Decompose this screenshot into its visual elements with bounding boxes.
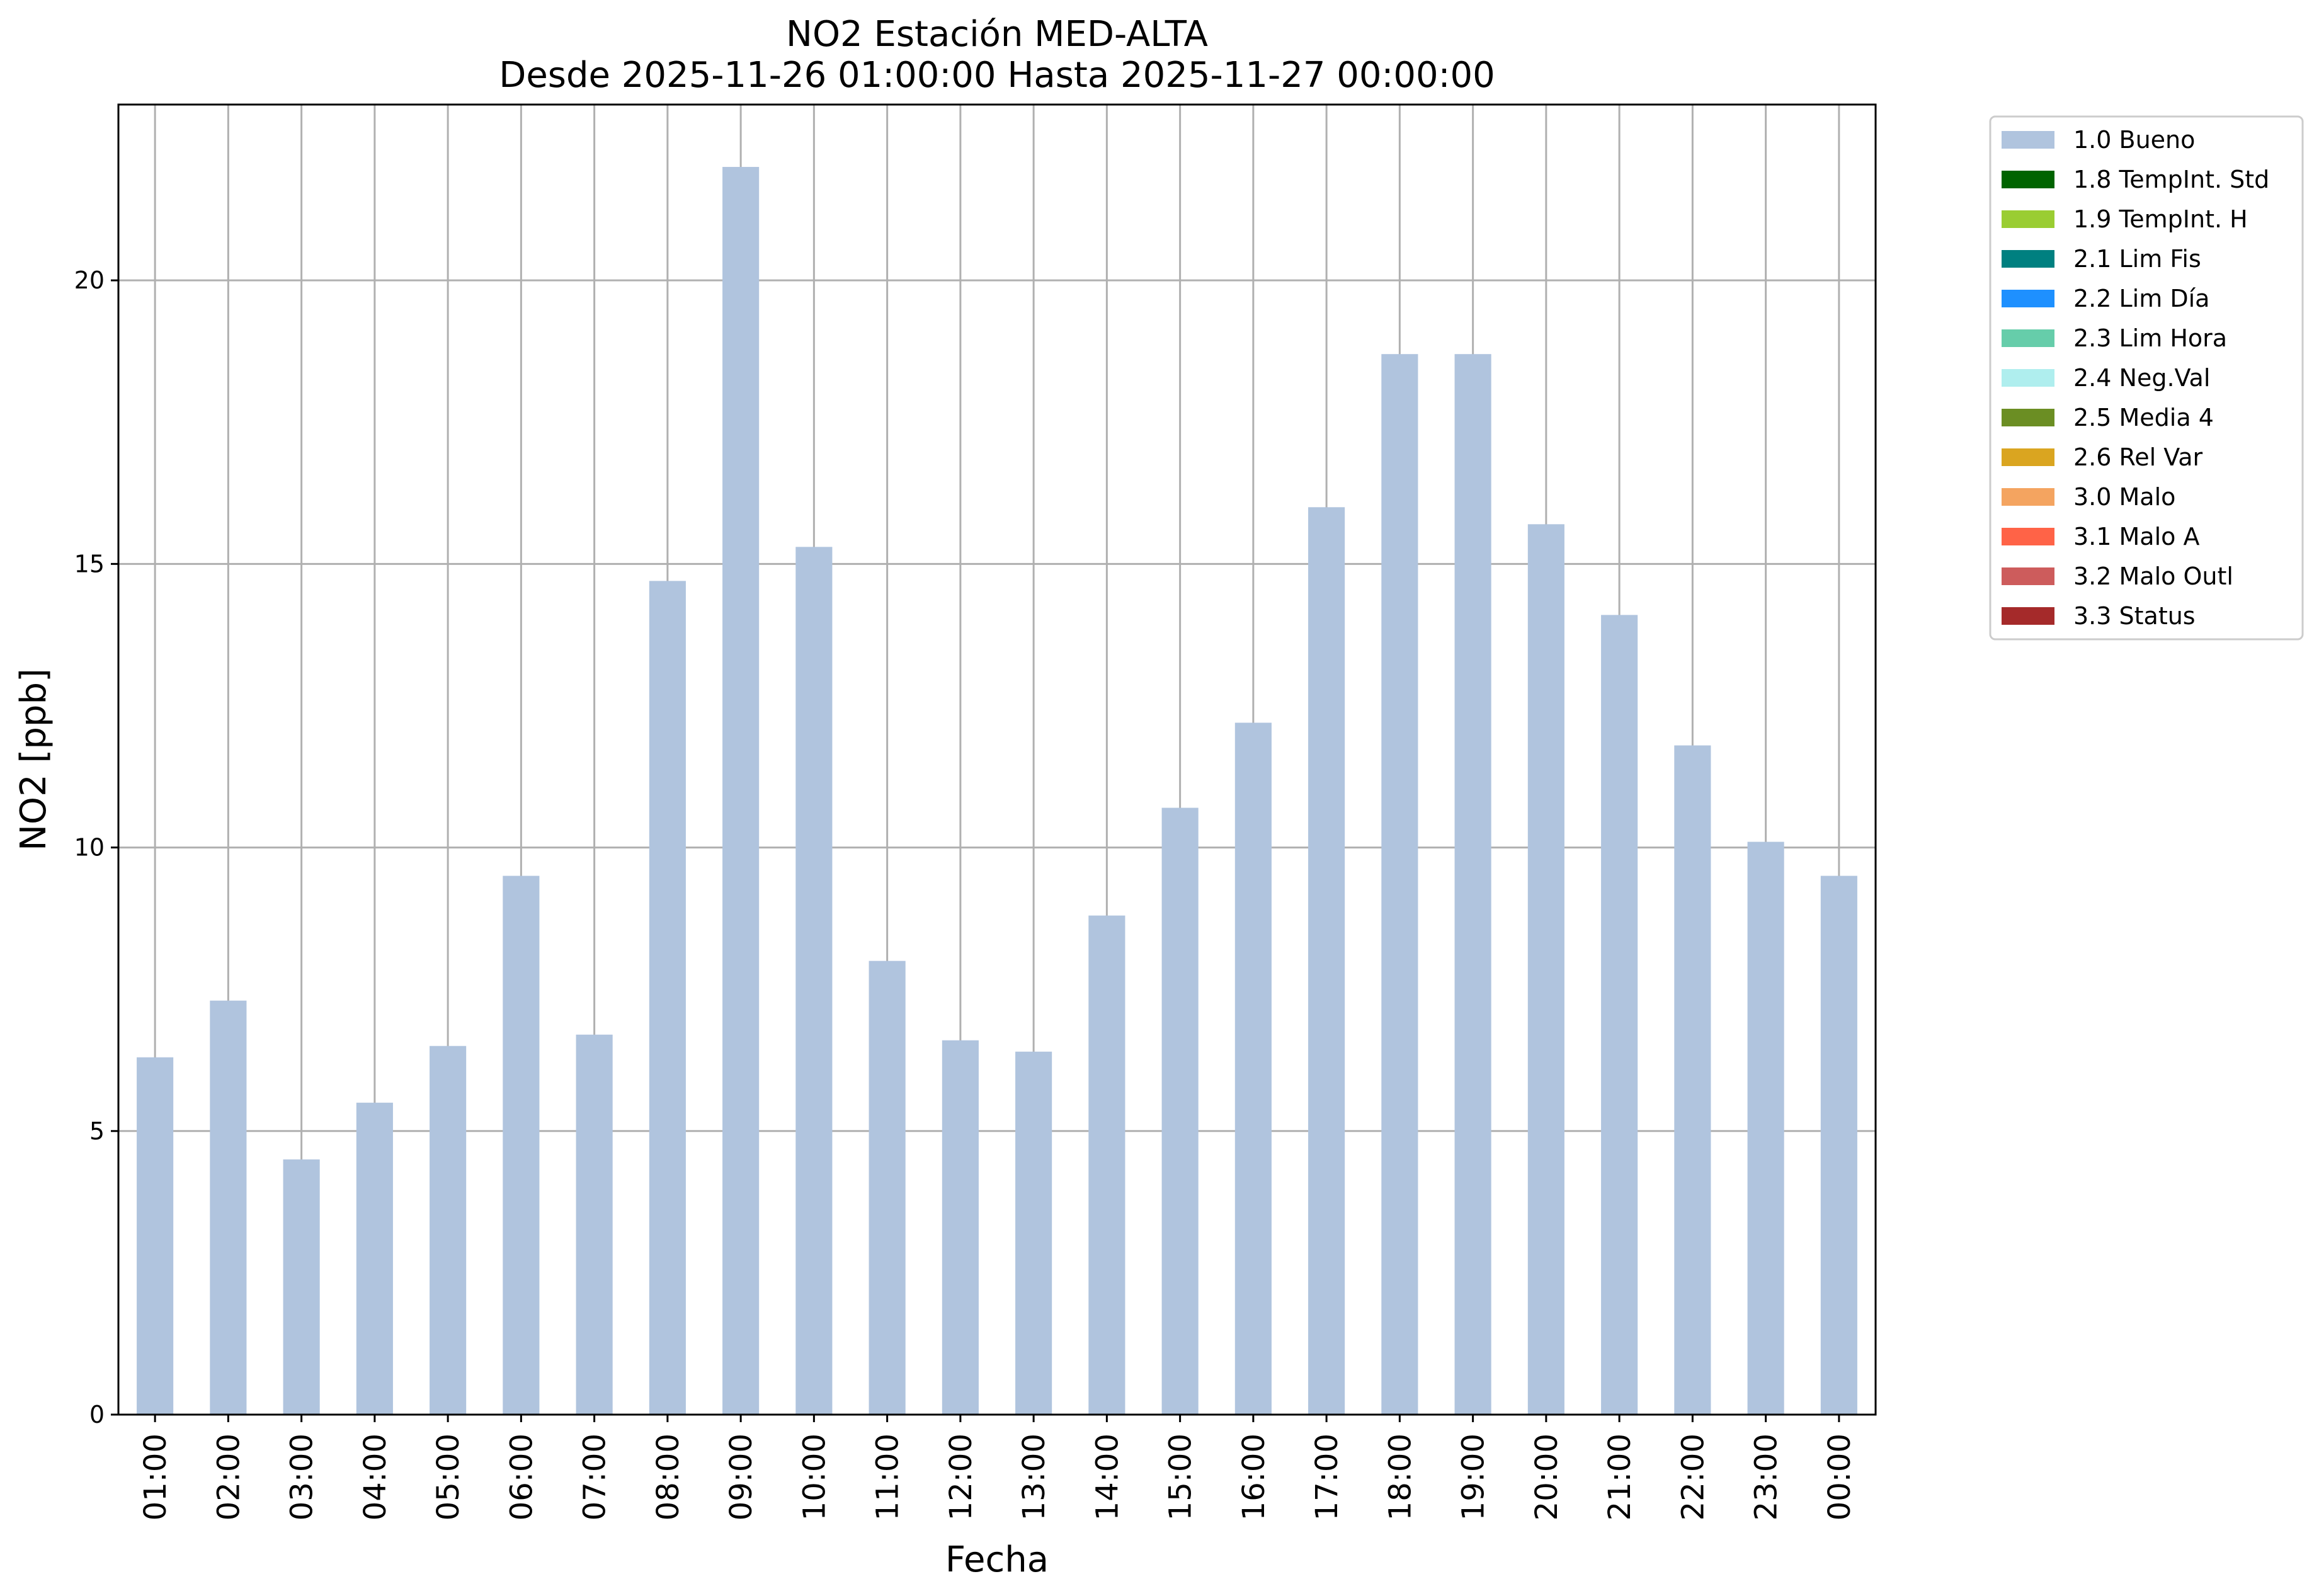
bar-1900 [1454, 354, 1491, 1415]
x-tick-label: 10:00 [797, 1434, 832, 1520]
x-tick-label: 20:00 [1529, 1434, 1564, 1520]
x-tick-label: 21:00 [1602, 1434, 1638, 1520]
legend-label: 1.9 TempInt. H [2073, 205, 2248, 233]
x-tick-label: 22:00 [1675, 1434, 1711, 1520]
legend-label: 3.0 Malo [2073, 483, 2175, 511]
bar-0900 [722, 167, 760, 1415]
bar-1700 [1308, 507, 1345, 1415]
x-tick-label: 15:00 [1163, 1434, 1199, 1520]
legend-swatch [2002, 171, 2054, 188]
bar-1000 [795, 547, 833, 1415]
x-tick-label: 11:00 [870, 1434, 906, 1520]
x-tick-label: 02:00 [211, 1434, 246, 1520]
legend-frame [1989, 115, 2304, 641]
bar-2300 [1747, 841, 1784, 1415]
legend-swatch [2002, 290, 2054, 307]
legend-label: 3.2 Malo Outl [2073, 562, 2233, 590]
y-tick-label: 20 [74, 266, 105, 294]
legend-label: 2.4 Neg.Val [2073, 364, 2210, 392]
legend-label: 2.3 Lim Hora [2073, 324, 2227, 352]
legend-label: 2.1 Lim Fis [2073, 245, 2201, 273]
chart-subtitle: Desde 2025-11-26 01:00:00 Hasta 2025-11-… [499, 55, 1495, 96]
bar-2000 [1527, 524, 1564, 1415]
legend-label: 1.8 TempInt. Std [2073, 166, 2269, 193]
legend-swatch [2002, 528, 2054, 545]
x-tick-label: 18:00 [1382, 1434, 1418, 1520]
x-tick-label: 23:00 [1749, 1434, 1784, 1520]
plot-frame [117, 103, 1877, 1416]
x-axis-label: Fecha [945, 1539, 1049, 1580]
x-axis-ticks: 01:00 02:00 03:00 04:00 05:00 06:00 07:00 08:00… [138, 1415, 1857, 1520]
bar-2100 [1601, 615, 1638, 1415]
bars-group [137, 167, 1857, 1415]
y-tick-label: 0 [89, 1401, 105, 1428]
bar-0000 [1820, 875, 1857, 1415]
x-tick-label: 09:00 [724, 1434, 759, 1520]
x-tick-label: 00:00 [1822, 1434, 1857, 1520]
bar-1600 [1234, 722, 1272, 1415]
legend-label: 2.6 Rel Var [2073, 443, 2203, 471]
legend-swatch [2002, 369, 2054, 387]
bar-0400 [356, 1102, 393, 1415]
bar-0100 [137, 1057, 174, 1415]
x-tick-label: 19:00 [1456, 1434, 1491, 1520]
legend-swatch [2002, 607, 2054, 625]
bar-1500 [1161, 807, 1199, 1415]
y-tick-label: 10 [74, 834, 105, 862]
x-tick-label: 13:00 [1017, 1434, 1052, 1520]
legend-swatch [2002, 131, 2054, 149]
bar-0600 [503, 875, 540, 1415]
x-tick-label: 05:00 [431, 1434, 466, 1520]
x-tick-label: 08:00 [651, 1434, 686, 1520]
legend-label: 3.3 Status [2073, 602, 2196, 630]
x-tick-label: 04:00 [358, 1434, 393, 1520]
y-tick-label: 15 [74, 550, 105, 578]
legend-swatch [2002, 488, 2054, 506]
bar-0200 [210, 1000, 247, 1415]
legend-swatch [2002, 210, 2054, 228]
x-tick-label: 17:00 [1309, 1434, 1345, 1520]
legend-swatch [2002, 250, 2054, 268]
legend-swatch [2002, 329, 2054, 347]
x-tick-label: 01:00 [138, 1434, 173, 1520]
x-tick-label: 06:00 [504, 1434, 539, 1520]
bar-0300 [283, 1159, 320, 1415]
chart-title: NO2 Estación MED-ALTA [786, 14, 1208, 55]
legend-swatch [2002, 448, 2054, 466]
bar-1800 [1381, 354, 1418, 1415]
x-tick-label: 12:00 [943, 1434, 979, 1520]
x-tick-label: 03:00 [285, 1434, 320, 1520]
bar-2200 [1674, 745, 1711, 1415]
bar-0800 [649, 581, 686, 1415]
bar-1400 [1088, 915, 1125, 1415]
x-tick-label: 16:00 [1236, 1434, 1272, 1520]
legend-label: 2.5 Media 4 [2073, 404, 2214, 431]
bar-0500 [430, 1046, 467, 1415]
legend-label: 1.0 Bueno [2073, 126, 2195, 154]
legend: 1.0 Bueno 1.8 TempInt. Std 1.9 TempInt. H 2… [1989, 115, 2304, 641]
bar-0700 [576, 1034, 613, 1415]
y-tick-label: 5 [89, 1117, 105, 1145]
bar-1300 [1015, 1051, 1052, 1415]
y-axis-ticks: 0 5 10 15 20 [74, 266, 118, 1428]
legend-label: 2.2 Lim Día [2073, 285, 2209, 312]
x-tick-label: 07:00 [578, 1434, 613, 1520]
legend-swatch [2002, 567, 2054, 585]
y-axis-label: NO2 [ppb] [13, 668, 54, 851]
x-tick-label: 14:00 [1090, 1434, 1125, 1520]
bar-1100 [869, 960, 906, 1415]
legend-label: 3.1 Malo A [2073, 523, 2199, 550]
legend-swatch [2002, 409, 2054, 426]
bar-1200 [942, 1040, 979, 1415]
